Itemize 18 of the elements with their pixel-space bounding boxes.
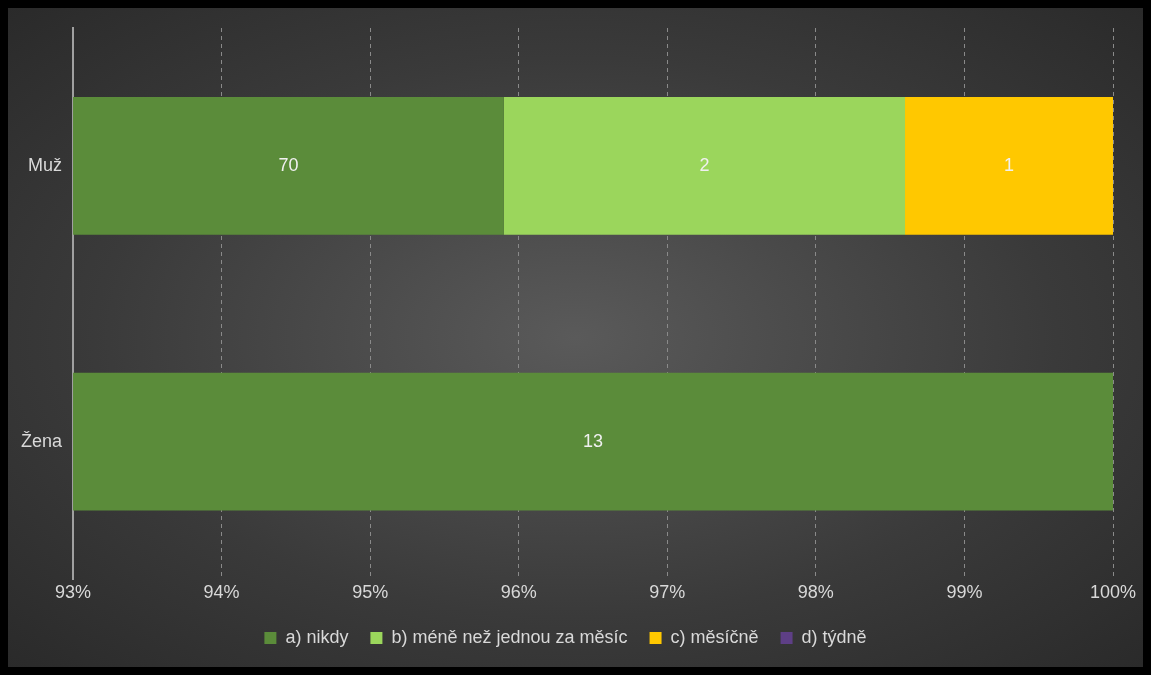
x-tick-label: 94% [203, 582, 240, 603]
legend-label: b) méně než jednou za měsíc [391, 626, 628, 647]
x-tick-label: 99% [946, 582, 983, 603]
annotation: 1 [1003, 154, 1015, 175]
x-tick-label: 98% [797, 582, 834, 603]
y-tick-label: Muž [28, 154, 63, 175]
x-tick-label: 95% [352, 582, 389, 603]
annotation: 13 [583, 430, 604, 451]
legend-label: c) měsíčně [670, 626, 759, 647]
x-tick-label: 93% [55, 582, 92, 603]
y-tick-label: Žena [21, 430, 64, 451]
annotation: 2 [699, 154, 710, 175]
x-tick-label: 100% [1089, 582, 1137, 603]
legend-label: d) týdně [801, 626, 867, 647]
annotation: 70 [278, 154, 299, 175]
x-tick-label: 97% [649, 582, 686, 603]
x-tick-label: 96% [500, 582, 537, 603]
legend-label: a) nikdy [285, 626, 349, 647]
